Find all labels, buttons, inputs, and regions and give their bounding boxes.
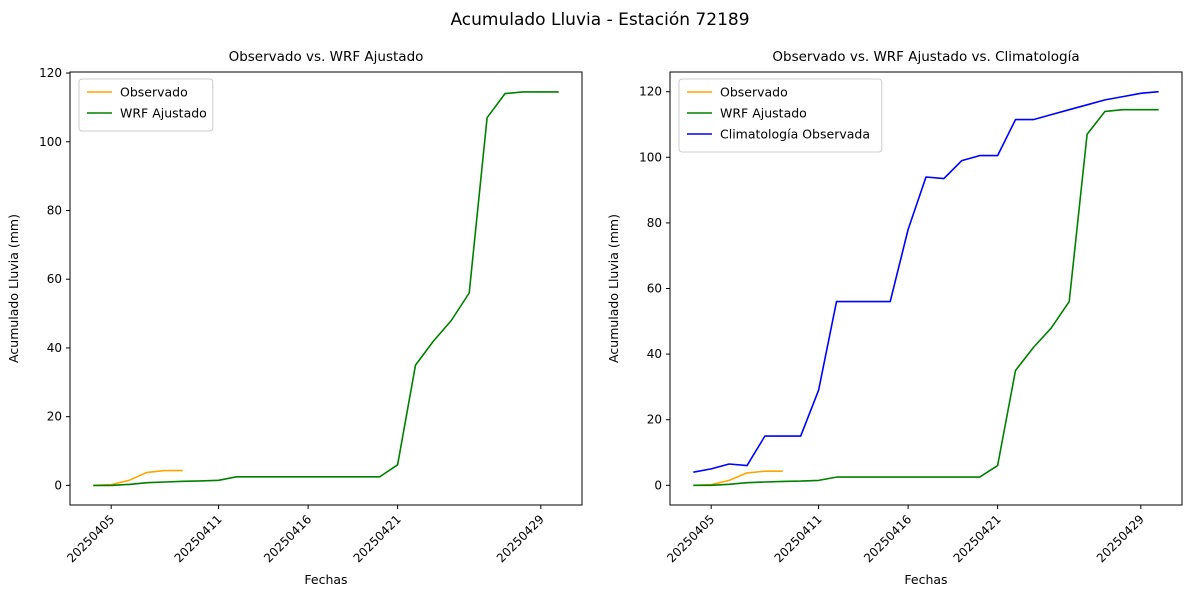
y-tick-label: 100: [639, 150, 662, 164]
axes-frame: [69, 71, 583, 506]
y-tick-label: 20: [647, 413, 662, 427]
y-tick-label: 60: [647, 282, 662, 296]
right-chart: Observado vs. WRF Ajustado vs. Climatolo…: [600, 40, 1200, 600]
left-chart: Observado vs. WRF Ajustado 0 20 40 60 80 100 12…: [0, 40, 600, 600]
subplot-title: Observado vs. WRF Ajustado: [229, 49, 424, 65]
legend: Observado WRF Ajustado: [78, 78, 214, 132]
y-tick-label: 120: [639, 85, 662, 99]
y-tick-label: 0: [54, 478, 62, 492]
x-tick-label: 20250421: [951, 512, 1004, 565]
y-tick-label: 80: [647, 216, 662, 230]
y-axis-label: Acumulado Lluvia (mm): [6, 214, 21, 363]
legend-label-wrf: WRF Ajustado: [720, 106, 807, 121]
x-tick-label: 20250405: [664, 512, 717, 565]
y-tick-label: 40: [47, 341, 62, 355]
x-tick-label: 20250411: [172, 512, 225, 565]
figure-title: Acumulado Lluvia - Estación 72189: [450, 10, 750, 30]
series-line-wrf: [693, 108, 1159, 487]
x-axis-label: Fechas: [304, 572, 347, 587]
y-tick-label: 40: [647, 347, 662, 361]
left-subplot-svg: Observado vs. WRF Ajustado 0 20 40 60 80 100 12…: [6, 49, 583, 587]
y-tick-label: 100: [39, 135, 62, 149]
y-tick-label: 80: [47, 203, 62, 217]
right-subplot-svg: Observado vs. WRF Ajustado vs. Climatolo…: [606, 49, 1183, 587]
legend-label-observado: Observado: [120, 85, 188, 100]
x-axis-label: Fechas: [904, 572, 947, 587]
legend-label-wrf: WRF Ajustado: [120, 106, 207, 121]
x-tick-label: 20250416: [861, 512, 914, 565]
series-line-clima: [693, 90, 1159, 473]
subplot-title: Observado vs. WRF Ajustado vs. Climatolo…: [772, 49, 1079, 65]
legend-label-observado: Observado: [720, 85, 788, 100]
y-tick-label: 0: [654, 478, 662, 492]
x-tick-label: 20250421: [351, 512, 404, 565]
x-tick-label: 20250429: [494, 512, 547, 565]
legend-label-clima: Climatología Observada: [720, 127, 870, 142]
y-tick-label: 120: [39, 66, 62, 80]
y-tick-label: 60: [47, 272, 62, 286]
x-tick-label: 20250429: [1094, 512, 1147, 565]
series-line-wrf: [93, 91, 559, 487]
x-tick-label: 20250405: [64, 512, 117, 565]
legend-box: [678, 78, 883, 153]
y-tick-label: 20: [47, 410, 62, 424]
x-tick-label: 20250416: [261, 512, 314, 565]
x-tick-label: 20250411: [772, 512, 825, 565]
legend-box: [78, 78, 214, 132]
y-axis-label: Acumulado Lluvia (mm): [606, 214, 621, 363]
legend: Observado WRF Ajustado Climatología Observ…: [678, 78, 883, 153]
